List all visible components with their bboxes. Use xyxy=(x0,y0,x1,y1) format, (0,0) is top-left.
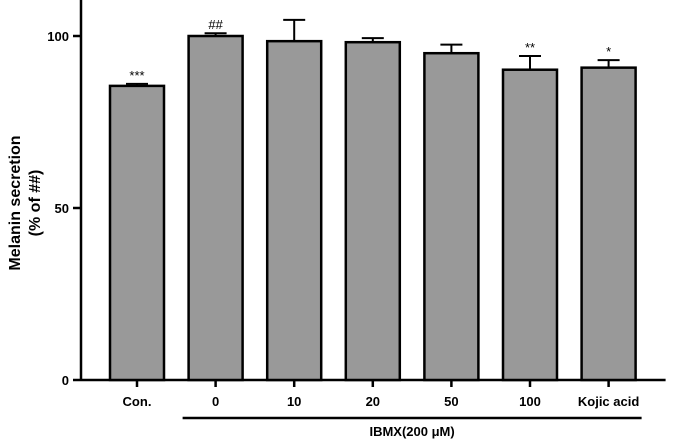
x-tick-label: Kojic acid xyxy=(578,394,639,409)
significance-marker: ## xyxy=(208,17,223,32)
x-tick-label: 100 xyxy=(519,394,541,409)
y-tick-label: 100 xyxy=(47,29,69,44)
y-tick-label: 50 xyxy=(55,201,69,216)
significance-marker: *** xyxy=(129,68,144,83)
bar xyxy=(344,40,402,382)
x-tick-label: Con. xyxy=(123,394,152,409)
y-axis-title-line2: (% of ##) xyxy=(27,170,44,237)
x-tick-label: 0 xyxy=(212,394,219,409)
bar xyxy=(265,39,323,382)
chart-marks: 0 50 100 Con. *** 0 ## 10 20 50 100 ** Kojic acid * xyxy=(47,0,666,420)
bar xyxy=(108,84,166,382)
x-tick-label: 50 xyxy=(444,394,458,409)
y-tick-label: 0 xyxy=(62,373,69,388)
x-tick-label: 20 xyxy=(366,394,380,409)
significance-marker: * xyxy=(606,44,611,59)
bar xyxy=(501,68,559,382)
bar xyxy=(580,66,637,382)
bar xyxy=(187,34,244,382)
significance-marker: ** xyxy=(525,40,535,55)
bar xyxy=(423,51,480,382)
x-tick-label: 10 xyxy=(287,394,301,409)
y-axis-title-line1: Melanin secretion xyxy=(7,135,24,270)
y-axis-title: Melanin secretion (% of ##) xyxy=(7,135,44,270)
group-label: IBMX(200 μM) xyxy=(369,424,454,439)
